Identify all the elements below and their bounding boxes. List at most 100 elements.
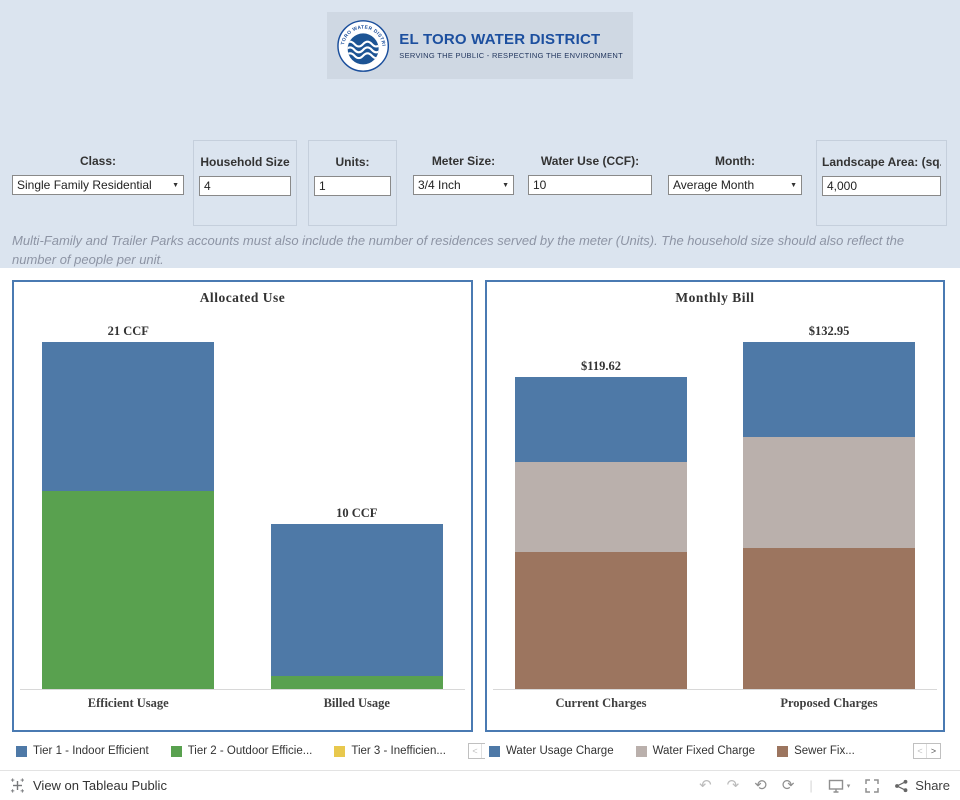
legend-item[interactable]: Water Usage Charge bbox=[489, 745, 614, 757]
download-button[interactable]: ▾ bbox=[828, 779, 851, 793]
legend-pager-next-button[interactable]: > bbox=[930, 746, 937, 756]
household-size-label: Household Size bbox=[200, 155, 290, 169]
view-on-tableau-link[interactable]: View on Tableau Public bbox=[10, 778, 167, 793]
units-label: Units: bbox=[335, 155, 370, 169]
undo-icon[interactable]: ↶ bbox=[699, 777, 712, 794]
allocated-use-chart-panel: Allocated Use 21 CCF 10 CCF Efficient Usa… bbox=[12, 280, 473, 732]
axis-category-label: Proposed Charges bbox=[780, 696, 878, 710]
legend-item[interactable]: Sewer Fix... bbox=[777, 745, 855, 757]
tableau-logo-icon bbox=[10, 778, 24, 793]
water-use-input[interactable] bbox=[528, 175, 652, 195]
axis-category-label: Efficient Usage bbox=[87, 696, 169, 710]
meter-size-dropdown-value: 3/4 Inch bbox=[418, 178, 461, 192]
chart-title: Monthly Bill bbox=[675, 290, 755, 305]
instruction-note: Multi-Family and Trailer Parks accounts … bbox=[12, 233, 905, 267]
chevron-down-icon: ▼ bbox=[502, 181, 509, 189]
org-name: EL TORO WATER DISTRICT bbox=[399, 31, 601, 48]
legend-item[interactable]: Tier 1 - Indoor Efficient bbox=[16, 745, 149, 757]
district-logo-banner: EL TORO WATER DISTRICT EL TORO WATER DIS… bbox=[327, 12, 633, 79]
segment-sewer-fixed-charge[interactable] bbox=[515, 551, 687, 689]
legend-item[interactable]: Water Fixed Charge bbox=[635, 745, 756, 757]
month-dropdown-value: Average Month bbox=[673, 178, 755, 192]
segment-water-usage-charge[interactable] bbox=[515, 376, 687, 462]
chevron-down-icon: ▼ bbox=[172, 181, 179, 189]
filter-class-label: Class: bbox=[79, 154, 117, 168]
axis-category-label: Current Charges bbox=[555, 696, 647, 710]
legend-pager-prev-button[interactable]: < bbox=[469, 744, 482, 758]
filter-month: Month: Average Month ▼ bbox=[668, 154, 802, 195]
legend-label: Tier 3 - Inefficien... bbox=[351, 745, 446, 757]
org-tagline: SERVING THE PUBLIC - RESPECTING THE ENVI… bbox=[399, 51, 623, 60]
household-size-input[interactable] bbox=[199, 176, 291, 196]
logo-text-block: EL TORO WATER DISTRICT SERVING THE PUBLI… bbox=[399, 31, 623, 60]
allocated-use-plot: 21 CCF 10 CCF bbox=[14, 312, 471, 690]
allocated-use-legend: Tier 1 - Indoor Efficient Tier 2 - Outdoo… bbox=[12, 738, 496, 764]
toolbar-separator: | bbox=[809, 778, 813, 793]
refresh-icon[interactable]: ⟳ bbox=[781, 777, 795, 794]
monthly-bill-chart-panel: Monthly Bill $119.62 $132.95 Current Char… bbox=[485, 280, 945, 732]
filter-meter-size: Meter Size: 3/4 Inch ▼ bbox=[413, 154, 514, 195]
legend-swatch-icon bbox=[16, 745, 27, 757]
legend-swatch-icon bbox=[170, 745, 182, 757]
filter-household-size: Household Size bbox=[193, 140, 297, 226]
bar-billed-usage[interactable]: 10 CCF bbox=[270, 506, 443, 689]
chevron-down-icon: ▾ bbox=[846, 782, 851, 790]
legend-swatch-icon bbox=[334, 745, 346, 757]
month-dropdown[interactable]: Average Month ▼ bbox=[668, 175, 802, 195]
legend-item[interactable]: Tier 2 - Outdoor Efficie... bbox=[170, 745, 313, 757]
view-on-tableau-text: View on Tableau Public bbox=[33, 778, 167, 793]
share-button[interactable]: Share bbox=[894, 778, 950, 793]
legend-item[interactable]: Tier 3 - Inefficien... bbox=[334, 745, 446, 757]
month-label: Month: bbox=[715, 154, 755, 168]
segment-tier-2-outdoor-efficient[interactable] bbox=[270, 675, 443, 689]
bar-efficient-usage[interactable]: 21 CCF bbox=[42, 324, 215, 689]
legend-pager-prev-button[interactable]: < bbox=[914, 744, 927, 758]
landscape-area-label: Landscape Area: (sq... bbox=[822, 155, 941, 169]
bar-current-charges[interactable]: $119.62 bbox=[515, 359, 687, 689]
segment-water-fixed-charge[interactable] bbox=[743, 437, 915, 548]
water-use-label: Water Use (CCF): bbox=[540, 154, 640, 168]
segment-water-fixed-charge[interactable] bbox=[515, 461, 687, 552]
redo-icon[interactable]: ↷ bbox=[726, 777, 740, 794]
bar-total-label: $119.62 bbox=[581, 358, 621, 373]
landscape-area-input[interactable] bbox=[822, 176, 941, 196]
legend-label: Tier 2 - Outdoor Efficie... bbox=[187, 745, 313, 757]
legend-pager: <> bbox=[913, 743, 941, 759]
segment-water-usage-charge[interactable] bbox=[743, 342, 915, 438]
chevron-down-icon: ▼ bbox=[790, 181, 797, 189]
segment-tier-1-indoor-efficient[interactable] bbox=[42, 342, 215, 491]
share-icon bbox=[895, 779, 908, 792]
legend-label: Sewer Fix... bbox=[794, 745, 855, 757]
legend-label: Water Usage Charge bbox=[506, 745, 614, 757]
share-label: Share bbox=[915, 778, 950, 793]
segment-tier-2-outdoor-efficient[interactable] bbox=[42, 490, 215, 689]
monthly-bill-legend: Water Usage Charge Water Fixed Charge Sewe… bbox=[485, 738, 945, 764]
class-dropdown[interactable]: Single Family Residential ▼ bbox=[12, 175, 184, 195]
fullscreen-icon bbox=[865, 778, 880, 793]
bar-proposed-charges[interactable]: $132.95 bbox=[743, 324, 915, 689]
segment-tier-1-indoor-efficient[interactable] bbox=[270, 523, 443, 676]
bar-total-label: 10 CCF bbox=[336, 505, 378, 520]
tableau-toolbar: View on Tableau Public ↶ ↷ ⟲ ⟳ | ▾ bbox=[0, 770, 960, 800]
bar-total-label: $132.95 bbox=[808, 324, 850, 339]
fullscreen-button[interactable] bbox=[865, 778, 880, 793]
segment-sewer-fixed-charge[interactable] bbox=[743, 547, 915, 689]
legend-label: Water Fixed Charge bbox=[652, 745, 756, 757]
legend-swatch-icon bbox=[635, 745, 647, 757]
meter-size-dropdown[interactable]: 3/4 Inch ▼ bbox=[413, 175, 514, 195]
reset-icon[interactable]: ⟲ bbox=[754, 777, 767, 794]
bar-total-label: 21 CCF bbox=[107, 324, 149, 339]
legend-swatch-icon bbox=[489, 745, 500, 757]
toolbar-actions: ↶ ↷ ⟲ ⟳ | ▾ bbox=[699, 778, 950, 793]
district-seal-icon: EL TORO WATER DISTRICT bbox=[337, 19, 390, 72]
filter-class: Class: Single Family Residential ▼ bbox=[12, 154, 184, 195]
meter-size-label: Meter Size: bbox=[431, 154, 496, 168]
dashboard-header-area: EL TORO WATER DISTRICT EL TORO WATER DIS… bbox=[0, 0, 960, 268]
device-download-icon bbox=[828, 779, 843, 793]
legend-swatch-icon bbox=[777, 745, 789, 757]
units-input[interactable] bbox=[314, 176, 391, 196]
filter-landscape-area: Landscape Area: (sq... bbox=[816, 140, 947, 226]
legend-label: Tier 1 - Indoor Efficient bbox=[33, 745, 149, 757]
filter-water-use: Water Use (CCF): bbox=[528, 154, 652, 195]
